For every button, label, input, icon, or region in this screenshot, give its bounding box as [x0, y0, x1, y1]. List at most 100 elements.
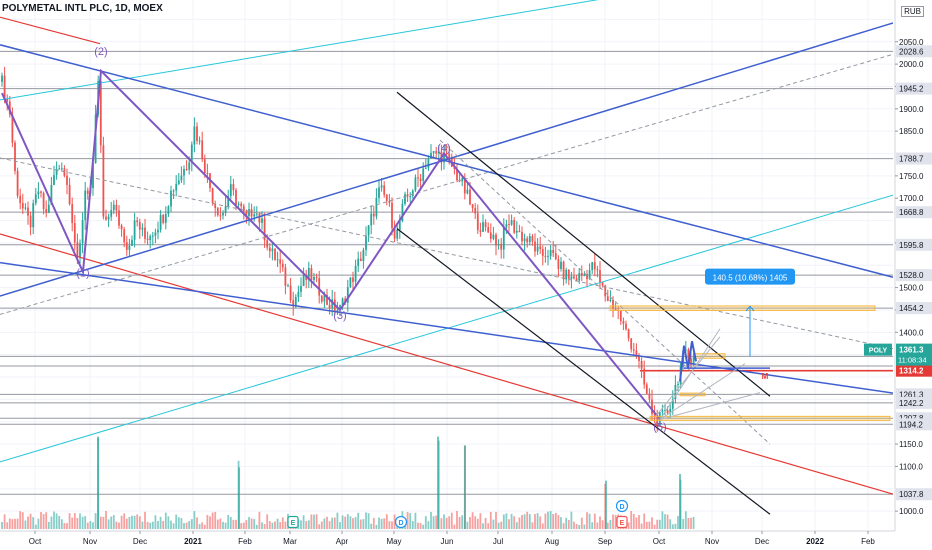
volume-bar — [248, 517, 250, 529]
candle-body — [315, 276, 318, 279]
candle-body — [118, 210, 120, 226]
candle-body — [50, 184, 53, 205]
candle-body — [232, 184, 235, 191]
orange-zone-1261 — [679, 392, 706, 397]
candle-body — [401, 203, 404, 222]
candle-body — [692, 357, 695, 365]
candle-body — [105, 216, 107, 220]
volume-bar — [339, 522, 341, 529]
candle-body — [489, 232, 492, 239]
volume-bar — [476, 518, 479, 529]
time-tick-label: Nov — [705, 537, 719, 546]
volume-bar — [58, 515, 61, 529]
volume-bar — [300, 520, 302, 529]
volume-bar — [73, 513, 76, 529]
level-price-box — [896, 396, 932, 409]
time-tick-label: Feb — [238, 537, 252, 546]
volume-bar — [281, 517, 284, 529]
volume-bar — [591, 522, 594, 529]
volume-bar — [508, 519, 510, 529]
candle-body — [201, 140, 204, 160]
candle-body — [19, 195, 22, 204]
volume-bar — [263, 524, 266, 529]
volume-bar — [86, 522, 89, 529]
volume-bar — [313, 514, 315, 529]
volume-bar — [484, 517, 487, 529]
candle-body — [279, 259, 282, 264]
volume-bar — [419, 523, 422, 529]
level-price-label: 1668.8 — [899, 208, 924, 217]
candle-body — [466, 189, 469, 194]
candle-body — [235, 190, 237, 205]
candle-body — [661, 410, 664, 413]
volume-bar — [375, 524, 378, 529]
candle-body — [380, 185, 383, 188]
red-support-line — [0, 233, 893, 495]
time-tick-label: Feb — [861, 537, 875, 546]
candle-body — [419, 178, 422, 181]
currency-badge[interactable]: RUB — [901, 6, 924, 17]
volume-bar — [42, 514, 45, 529]
volume-bar — [539, 516, 542, 529]
time-tick-label: Sep — [598, 537, 613, 546]
level-price-box — [896, 238, 932, 251]
candle-body — [323, 294, 326, 302]
volume-bar — [94, 513, 97, 529]
volume-bar — [336, 512, 339, 529]
volume-bar — [656, 519, 659, 529]
candle-body — [367, 225, 370, 236]
candle-body — [34, 194, 37, 204]
volume-bar — [378, 517, 380, 529]
candle-body — [271, 248, 274, 252]
level-price-box — [896, 152, 932, 165]
volume-bar — [50, 516, 53, 529]
volume-bar — [612, 514, 614, 529]
price-tick-label: 1750.0 — [899, 172, 924, 181]
candle-body — [110, 210, 113, 217]
candle-body — [196, 126, 198, 141]
volume-spike — [97, 436, 99, 529]
candle-body — [68, 184, 71, 205]
volume-bar — [172, 523, 175, 529]
trendlines-group — [0, 0, 893, 515]
candle-body — [354, 265, 357, 282]
candle-body — [391, 202, 393, 228]
volume-bar — [271, 522, 274, 529]
volume-bar — [417, 522, 419, 529]
volume-bar — [346, 514, 349, 529]
candle-body — [203, 159, 206, 173]
volume-bar — [432, 516, 435, 529]
candle-body — [479, 230, 482, 232]
volume-bar — [370, 523, 373, 529]
candle-body — [53, 175, 55, 185]
volume-bar — [557, 515, 560, 529]
candle-body — [599, 270, 601, 283]
volume-spike — [238, 467, 240, 529]
volume-bar — [331, 517, 334, 529]
volume-bar — [349, 516, 352, 529]
candle-body — [578, 273, 581, 281]
orange-zone-1454 — [609, 305, 876, 311]
volume-bar — [422, 524, 425, 529]
volume-bar — [599, 516, 601, 529]
volume-bar — [1, 522, 3, 529]
candle-body — [144, 227, 146, 239]
level-price-label: 2028.6 — [899, 47, 924, 56]
volume-bar — [229, 516, 232, 529]
volume-bar — [55, 513, 58, 529]
volume-bar — [19, 511, 22, 529]
volume-bar — [21, 512, 24, 529]
candle-body — [292, 300, 295, 307]
volume-bar — [47, 521, 50, 529]
m-label: M — [762, 372, 769, 381]
candle-body — [606, 296, 609, 301]
volume-bar — [674, 523, 677, 529]
volume-bar — [16, 518, 19, 529]
candle-body — [162, 214, 165, 223]
volume-bar — [131, 515, 133, 529]
price-tick-label: 2000.0 — [899, 60, 924, 69]
candle-body — [536, 246, 539, 252]
level-price-box — [896, 302, 932, 315]
